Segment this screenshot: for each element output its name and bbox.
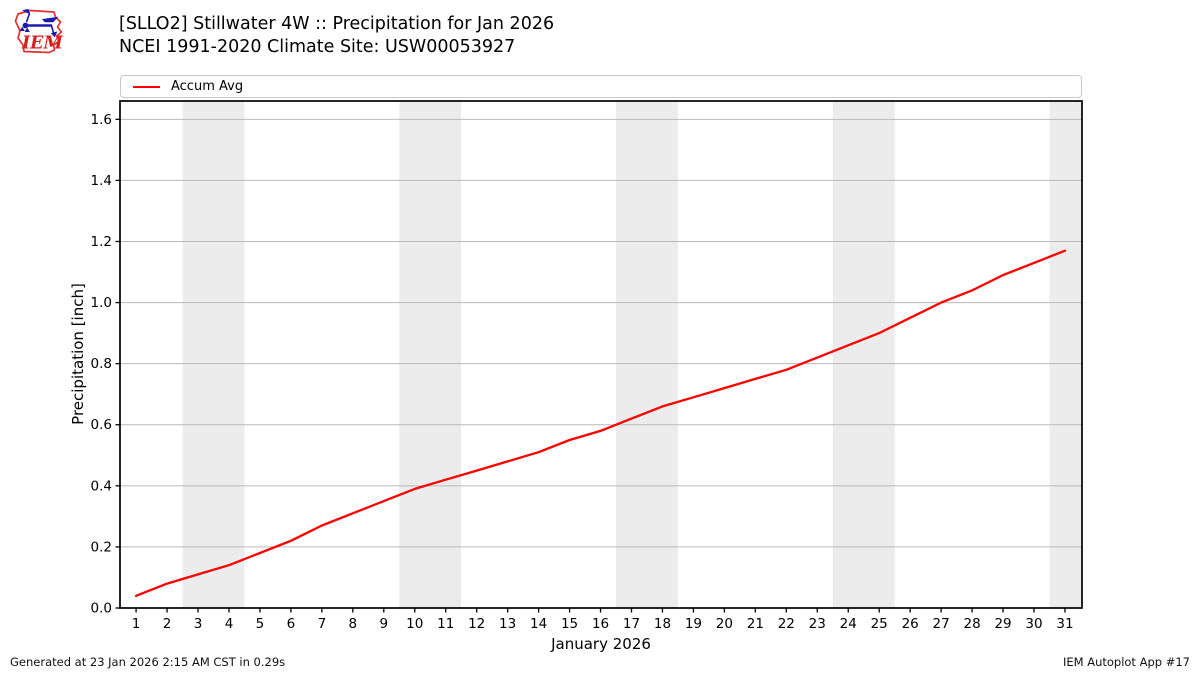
x-tick-label: 3	[194, 616, 203, 632]
x-tick-label: 2	[163, 616, 172, 632]
x-tick-label: 30	[1025, 616, 1042, 632]
y-tick-label: 1.4	[91, 173, 112, 189]
y-tick-label: 0.4	[91, 478, 112, 494]
x-tick-label: 23	[809, 616, 826, 632]
y-tick-label: 1.0	[91, 295, 112, 311]
weekend-band	[182, 101, 245, 608]
x-tick-label: 22	[778, 616, 795, 632]
generated-timestamp: Generated at 23 Jan 2026 2:15 AM CST in …	[10, 655, 286, 669]
legend-label: Accum Avg	[171, 79, 244, 94]
x-tick-label: 7	[318, 616, 327, 632]
chart-subtitle: NCEI 1991-2020 Climate Site: USW00053927	[119, 37, 516, 57]
legend: Accum Avg	[120, 75, 1082, 98]
y-tick-label: 0.8	[91, 356, 112, 372]
x-tick-label: 1	[132, 616, 141, 632]
weather-vane-icon	[19, 8, 59, 38]
x-tick-label: 17	[623, 616, 640, 632]
weekend-band	[616, 101, 678, 608]
iem-logo: IEM	[14, 8, 64, 54]
x-tick-label: 21	[747, 616, 764, 632]
x-tick-label: 11	[437, 616, 454, 632]
weekend-band	[832, 101, 895, 608]
x-tick-label: 6	[287, 616, 296, 632]
x-tick-label: 19	[685, 616, 702, 632]
y-tick-label: 0.6	[91, 417, 112, 433]
x-tick-label: 18	[654, 616, 671, 632]
chart-title: [SLLO2] Stillwater 4W :: Precipitation f…	[119, 14, 555, 34]
x-tick-label: 8	[349, 616, 358, 632]
x-axis-label: January 2026	[551, 635, 651, 653]
x-tick-label: 25	[871, 616, 888, 632]
x-tick-label: 29	[994, 616, 1011, 632]
x-tick-label: 4	[225, 616, 234, 632]
y-tick-label: 0.0	[91, 601, 112, 617]
app-credit: IEM Autoplot App #17	[1062, 655, 1190, 669]
weekend-band	[1049, 101, 1082, 608]
x-tick-label: 9	[380, 616, 389, 632]
accum-avg-line	[134, 249, 1067, 597]
y-axis-label: Precipitation [inch]	[69, 283, 87, 425]
x-tick-label: 14	[530, 616, 547, 632]
x-tick-label: 31	[1056, 616, 1073, 632]
x-tick-label: 24	[840, 616, 857, 632]
x-tick-label: 12	[468, 616, 485, 632]
x-tick-label: 16	[592, 616, 609, 632]
weekend-band	[399, 101, 462, 608]
x-tick-label: 28	[963, 616, 980, 632]
y-tick-label: 1.6	[91, 112, 112, 128]
legend-line-sample-icon	[133, 85, 160, 88]
y-tick-label: 1.2	[91, 234, 112, 250]
x-tick-label: 20	[716, 616, 733, 632]
x-tick-label: 5	[256, 616, 265, 632]
plot-frame	[119, 100, 1083, 609]
x-tick-label: 13	[499, 616, 516, 632]
chart-title-block: [SLLO2] Stillwater 4W :: Precipitation f…	[119, 13, 554, 59]
x-tick-label: 26	[902, 616, 919, 632]
x-tick-label: 27	[933, 616, 950, 632]
iem-logo-text: IEM	[21, 34, 64, 54]
x-tick-label: 10	[406, 616, 423, 632]
x-tick-label: 15	[561, 616, 578, 632]
y-tick-label: 0.2	[91, 539, 112, 555]
